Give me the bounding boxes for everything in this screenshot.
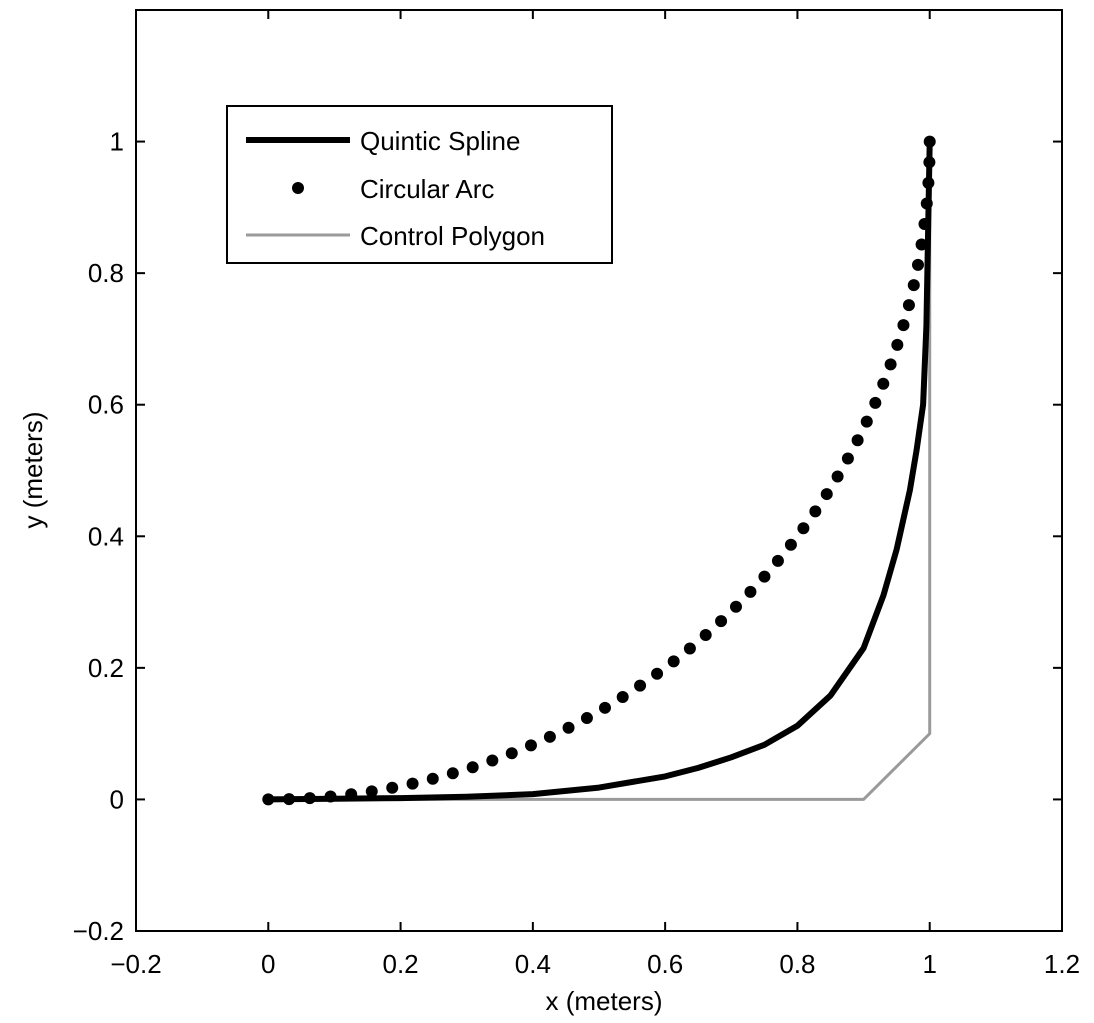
circular-arc-point bbox=[406, 777, 419, 790]
legend-box bbox=[226, 105, 613, 264]
circular-arc-point bbox=[598, 701, 611, 714]
circular-arc-point bbox=[667, 655, 680, 668]
circular-arc-point bbox=[784, 538, 797, 551]
series-control-polygon bbox=[268, 141, 932, 801]
circular-arc-point bbox=[758, 570, 771, 583]
circular-arc-point bbox=[365, 785, 378, 798]
circular-arc-point bbox=[524, 739, 537, 752]
circular-arc-point bbox=[820, 488, 833, 501]
circular-arc-point bbox=[446, 767, 459, 780]
circular-arc-point bbox=[715, 615, 728, 628]
y-tick-label: 0.2 bbox=[88, 653, 124, 683]
circular-arc-point bbox=[426, 772, 439, 785]
circular-arc-point bbox=[651, 667, 664, 680]
y-axis-label: y (meters) bbox=[18, 412, 48, 529]
y-tick-label: 0.6 bbox=[88, 390, 124, 420]
circular-arc-point bbox=[907, 279, 920, 292]
circular-arc-point bbox=[729, 600, 742, 613]
x-tick-label: 1.2 bbox=[1044, 949, 1080, 979]
circular-arc-point bbox=[634, 679, 647, 692]
x-tick-label: 0.8 bbox=[779, 949, 815, 979]
circular-arc-point bbox=[877, 377, 890, 390]
tick-labels: −0.2 0 0.2 0.4 0.6 0.8 1 1.2 −0.2 0 0.2 0.4 0.6 0.8 1 bbox=[73, 127, 1080, 979]
x-tick-label: 1 bbox=[922, 949, 936, 979]
legend-label-circular-arc: Circular Arc bbox=[360, 174, 494, 204]
circular-arc-point bbox=[915, 238, 928, 251]
circular-arc-point bbox=[486, 754, 499, 767]
circular-arc-point bbox=[884, 358, 897, 371]
circular-arc-point bbox=[911, 258, 924, 271]
circular-arc-point bbox=[699, 629, 712, 642]
x-tick-label: 0 bbox=[261, 949, 275, 979]
y-tick-label: 0 bbox=[110, 784, 124, 814]
y-tick-label: 0.4 bbox=[88, 521, 124, 551]
circular-arc-point bbox=[683, 642, 696, 655]
circular-arc-point bbox=[562, 721, 575, 734]
circular-arc-point bbox=[831, 470, 844, 483]
legend: Quintic Spline Circular Arc Control Poly… bbox=[226, 105, 613, 264]
circular-arc-point bbox=[466, 761, 479, 774]
x-axis-label: x (meters) bbox=[546, 986, 663, 1016]
axis-ticks bbox=[135, 10, 1063, 932]
legend-label-quintic-spline: Quintic Spline bbox=[360, 126, 520, 156]
circular-arc-point bbox=[897, 319, 910, 332]
circular-arc-point bbox=[771, 554, 784, 567]
circular-arc-point bbox=[841, 452, 854, 465]
series-layer bbox=[262, 135, 936, 806]
circular-arc-point bbox=[891, 338, 904, 351]
circular-arc-point bbox=[860, 415, 873, 428]
circular-arc-point bbox=[851, 434, 864, 447]
y-tick-label: 0.8 bbox=[88, 258, 124, 288]
x-tick-label: 0.4 bbox=[515, 949, 551, 979]
series-quintic-spline bbox=[265, 138, 933, 803]
circular-arc-point bbox=[505, 747, 518, 760]
circular-arc-point bbox=[580, 712, 593, 725]
x-tick-label: 0.6 bbox=[647, 949, 683, 979]
legend-label-control-polygon: Control Polygon bbox=[360, 221, 545, 251]
circular-arc-point bbox=[744, 585, 757, 598]
y-tick-label: 1 bbox=[110, 127, 124, 157]
y-tick-label: −0.2 bbox=[73, 916, 124, 946]
x-tick-label: 0.2 bbox=[382, 949, 418, 979]
circular-arc-point bbox=[869, 396, 882, 409]
circular-arc-point bbox=[543, 730, 556, 743]
circular-arc-point bbox=[616, 691, 629, 704]
circular-arc-point bbox=[797, 522, 810, 535]
x-tick-label: −0.2 bbox=[110, 949, 161, 979]
circular-arc-point bbox=[386, 781, 399, 794]
legend-swatch-circular-arc bbox=[292, 182, 304, 194]
circular-arc-point bbox=[809, 505, 822, 518]
circular-arc-point bbox=[902, 299, 915, 312]
